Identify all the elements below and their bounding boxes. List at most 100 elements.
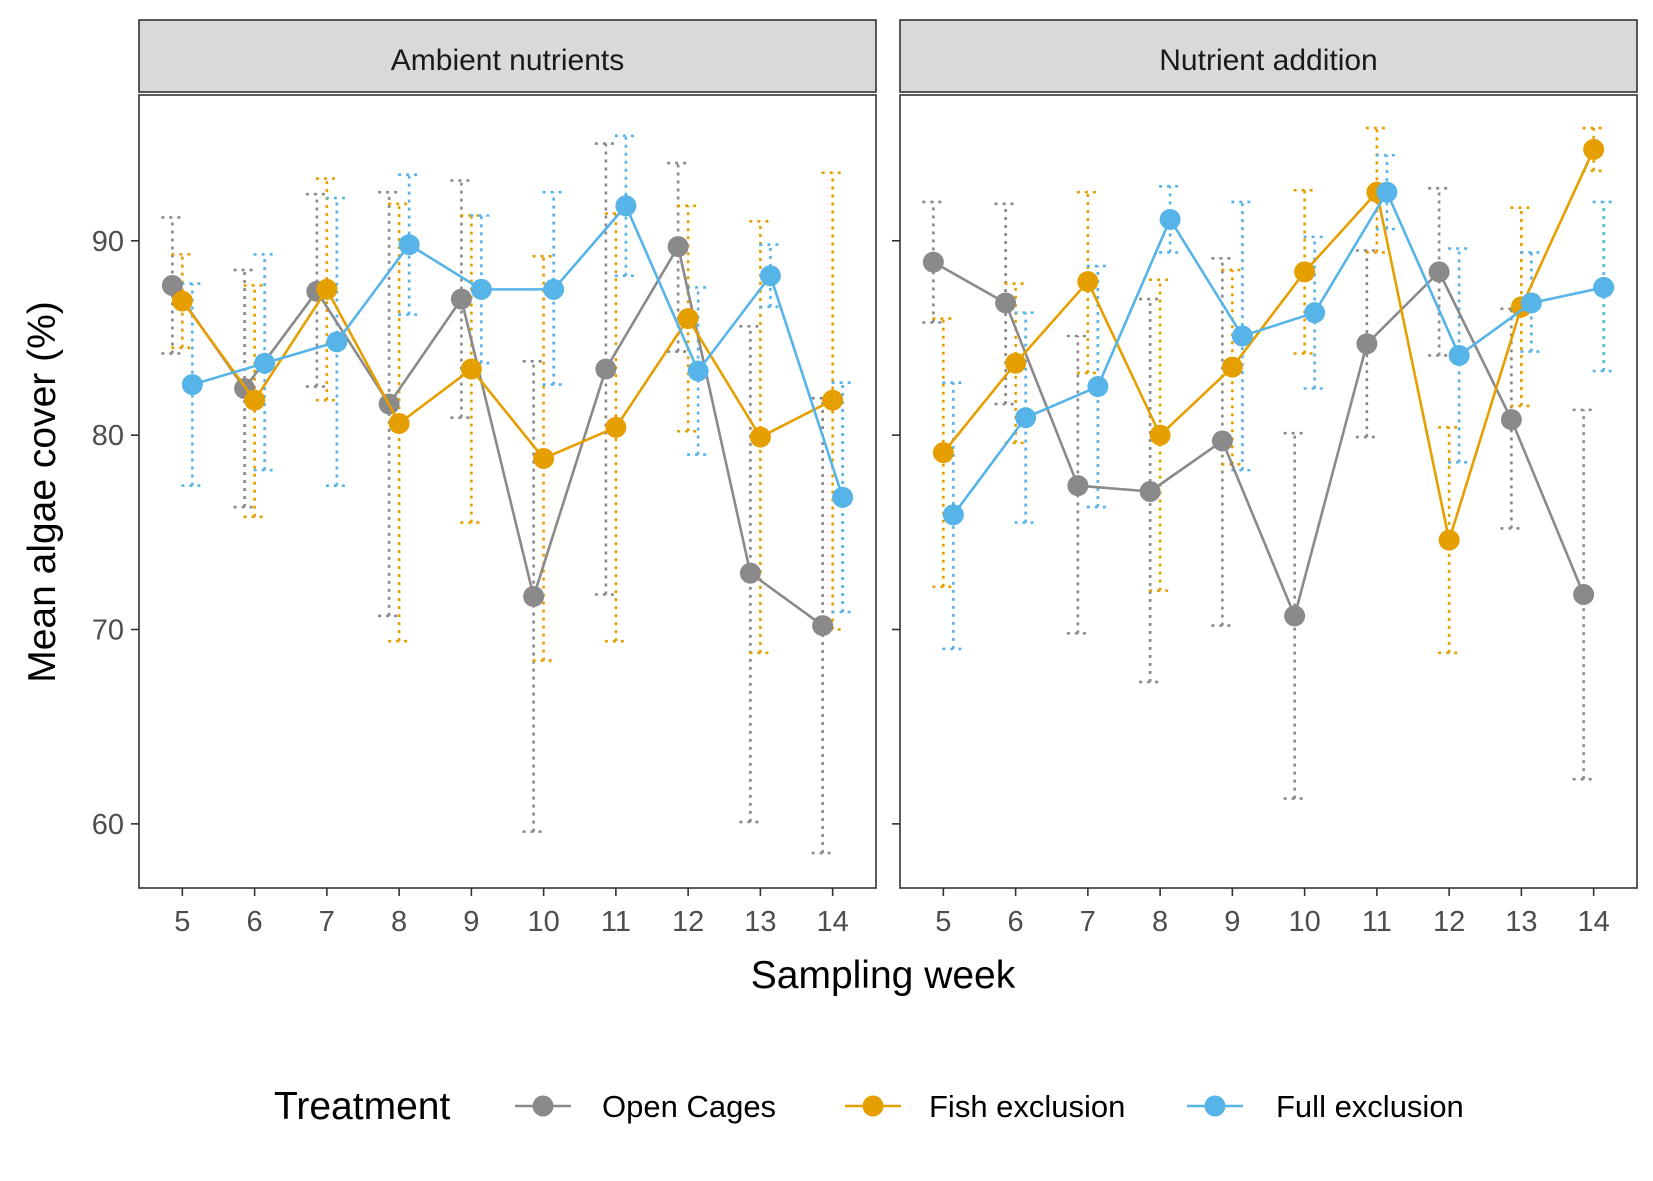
data-point — [595, 358, 617, 380]
series-line — [952, 190, 1604, 516]
data-point — [254, 352, 276, 374]
series-line — [191, 204, 844, 498]
facet-panels: Ambient nutrients 5 6 7 8 9 10 11 12 13 14 60 70 80 90… — [92, 19, 1638, 938]
series-fish-exclusion — [932, 138, 1605, 551]
x-tick-label: 12 — [1433, 906, 1465, 938]
data-point — [1284, 605, 1306, 627]
data-point — [161, 274, 183, 296]
data-point — [543, 278, 565, 300]
series-full-exclusion — [181, 195, 854, 508]
data-point — [1294, 261, 1316, 283]
data-point — [922, 251, 944, 273]
series-line — [171, 245, 824, 627]
data-point — [244, 389, 266, 411]
series-line — [932, 261, 1585, 618]
data-point — [942, 504, 964, 526]
x-tick-label: 5 — [174, 906, 190, 938]
x-tick-label: 7 — [319, 906, 335, 938]
data-point — [1376, 181, 1398, 203]
data-point — [1304, 302, 1326, 324]
panel-ambient-nutrients: Ambient nutrients 5 6 7 8 9 10 11 12 13 14 60 70 80 90 — [92, 19, 877, 938]
data-point — [995, 292, 1017, 314]
data-point — [1149, 424, 1171, 446]
x-tick-label: 10 — [527, 906, 559, 938]
data-point — [1520, 292, 1542, 314]
data-point — [1077, 271, 1099, 293]
legend-item-full-exclusion: Full exclusion — [1187, 1089, 1464, 1124]
data-point — [1211, 430, 1233, 452]
x-tick-label: 11 — [601, 906, 631, 938]
data-point — [822, 389, 844, 411]
x-tick-label: 8 — [391, 906, 407, 938]
error-bars-open-cages — [922, 186, 1595, 800]
data-point — [1448, 344, 1470, 366]
x-tick-label: 14 — [817, 906, 849, 938]
data-point — [759, 265, 781, 287]
series-fish-exclusion — [171, 278, 844, 469]
data-point — [932, 442, 954, 464]
facet-strip — [899, 19, 1638, 93]
legend-label: Fish exclusion — [929, 1089, 1125, 1124]
data-point — [1015, 407, 1037, 429]
data-point — [181, 374, 203, 396]
legend-title: Treatment — [274, 1085, 450, 1128]
data-point — [749, 426, 771, 448]
facet-strip-label: Nutrient addition — [1159, 44, 1377, 77]
panel-border — [899, 94, 1638, 889]
x-tick-label: 11 — [1362, 906, 1392, 938]
legend-key-point — [1204, 1095, 1226, 1117]
legend-item-fish-exclusion: Fish exclusion — [845, 1089, 1125, 1124]
data-point — [1005, 352, 1027, 374]
data-point — [605, 416, 627, 438]
data-point — [1438, 529, 1460, 551]
y-axis-title: Mean algae cover (%) — [21, 301, 64, 683]
x-axis-title: Sampling week — [751, 954, 1016, 997]
data-point — [1573, 584, 1595, 606]
y-tick-label: 80 — [92, 420, 124, 452]
facet-strip-label: Ambient nutrients — [391, 44, 624, 77]
legend-label: Open Cages — [602, 1089, 776, 1124]
facet-strip — [138, 19, 877, 93]
data-point — [1067, 475, 1089, 497]
data-point — [687, 360, 709, 382]
data-point — [1221, 356, 1243, 378]
data-point — [739, 562, 761, 584]
data-point — [677, 308, 699, 330]
data-point — [316, 278, 338, 300]
data-point — [812, 615, 834, 637]
legend-key-point — [532, 1095, 554, 1117]
legend-item-open-cages: Open Cages — [515, 1089, 776, 1124]
data-point — [1356, 333, 1378, 355]
data-point — [171, 290, 193, 312]
data-point — [523, 585, 545, 607]
data-point — [1500, 409, 1522, 431]
data-point — [1583, 138, 1605, 160]
x-tick-label: 10 — [1288, 906, 1320, 938]
panel-nutrient-addition: Nutrient addition 5 6 7 8 9 10 11 12 13 14 — [892, 19, 1638, 938]
legend: Treatment Open Cages Fish exclusion Full e… — [274, 1085, 1464, 1128]
x-tick-label: 6 — [1008, 906, 1024, 938]
x-tick-label: 13 — [1505, 906, 1537, 938]
data-point — [460, 358, 482, 380]
data-point — [1159, 208, 1181, 230]
data-point — [470, 278, 492, 300]
data-point — [1428, 261, 1450, 283]
legend-key-point — [862, 1095, 884, 1117]
data-point — [1087, 376, 1109, 398]
data-point — [450, 288, 472, 310]
data-point — [398, 234, 420, 256]
x-tick-label: 6 — [247, 906, 263, 938]
series-full-exclusion — [942, 181, 1615, 526]
data-point — [1139, 481, 1161, 502]
x-tick-label: 14 — [1578, 906, 1610, 938]
x-tick-label: 5 — [935, 906, 951, 938]
x-tick-label: 13 — [744, 906, 776, 938]
data-point — [1593, 276, 1615, 298]
data-point — [533, 447, 555, 469]
data-point — [667, 236, 689, 258]
x-tick-label: 7 — [1080, 906, 1096, 938]
data-point — [832, 486, 854, 508]
data-point — [1231, 325, 1253, 347]
y-tick-label: 90 — [92, 226, 124, 258]
